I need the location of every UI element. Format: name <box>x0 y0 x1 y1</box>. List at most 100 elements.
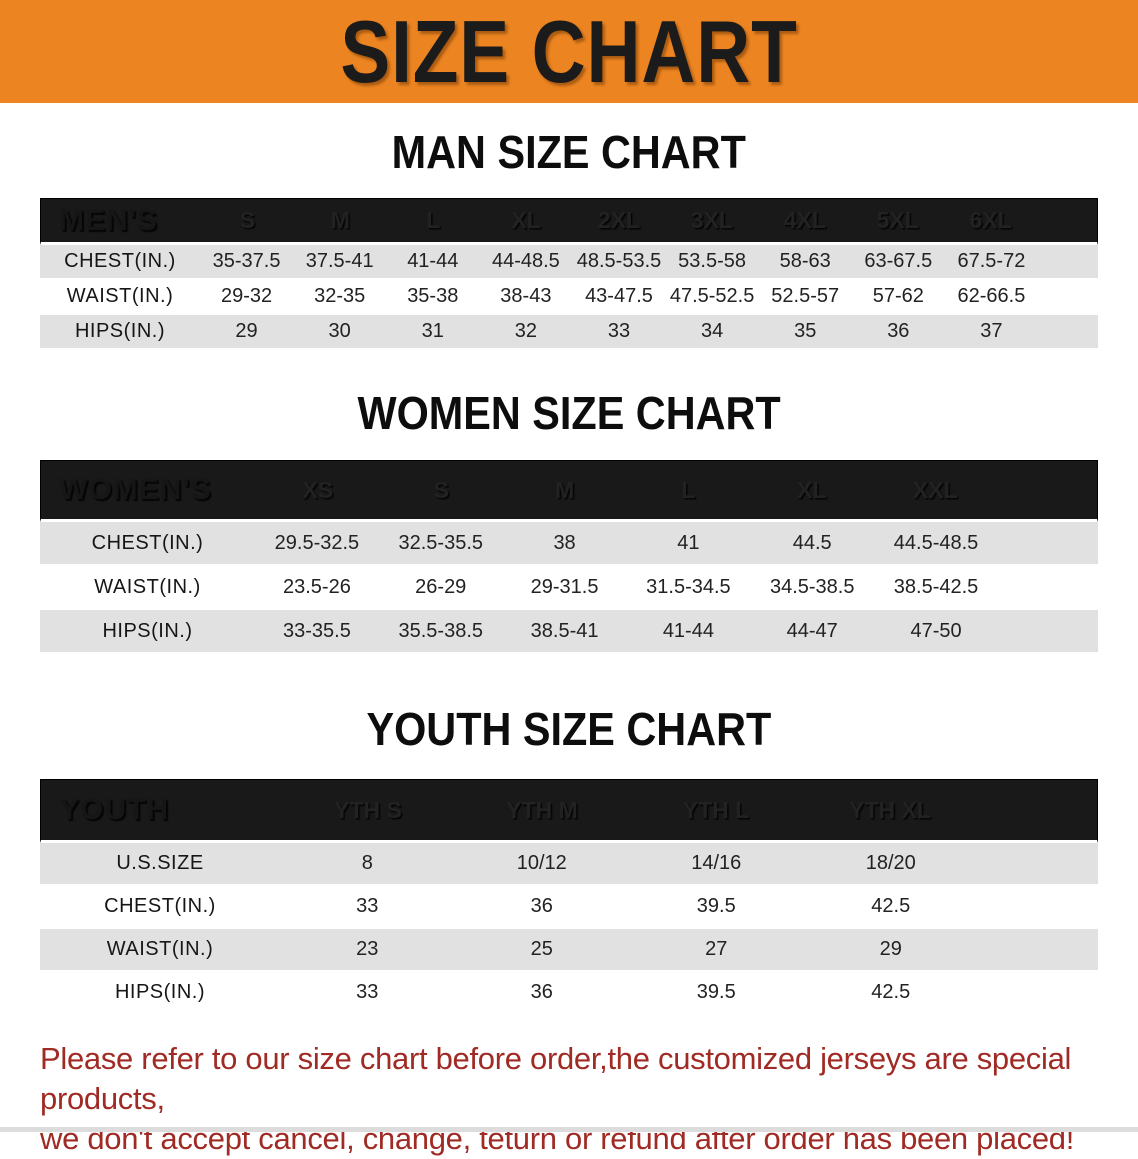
youth-table-header-row: YOUTH YTH S YTH M YTH L YTH XL <box>40 779 1098 843</box>
womens-chest-row: CHEST(IN.) 29.5-32.5 32.5-35.5 38 41 44.… <box>40 522 1098 566</box>
size-chart-banner: SIZE CHART <box>0 0 1138 103</box>
size-cell: 25 <box>530 938 553 960</box>
size-cell: 36 <box>530 981 553 1003</box>
size-cell: 38-43 <box>500 285 552 307</box>
size-cell: 32-35 <box>314 285 366 307</box>
size-column-header: 2XL <box>597 207 641 233</box>
size-cell: 44-48.5 <box>491 250 560 272</box>
size-cell: 36 <box>530 895 553 917</box>
size-cell: 33 <box>607 320 631 342</box>
size-cell: 67.5-72 <box>957 250 1026 272</box>
size-cell: 44-47 <box>786 619 838 642</box>
womens-size-table: WOMEN'S XS S M L XL XXL CHEST(IN.) 29.5-… <box>40 460 1098 654</box>
size-cell: 34.5-38.5 <box>769 575 855 598</box>
size-cell: 23.5-26 <box>282 575 351 598</box>
size-column-header: 6XL <box>969 207 1012 233</box>
size-column-header: 5XL <box>876 207 919 233</box>
size-cell: 47-50 <box>910 619 962 642</box>
row-label: HIPS(IN.) <box>74 320 166 342</box>
row-label: CHEST(IN.) <box>91 531 204 554</box>
disclaimer-line-2: we don't accept cancel, change, teturn o… <box>40 1121 1075 1156</box>
mens-hips-row: HIPS(IN.) 29 30 31 32 33 34 35 36 37 <box>40 315 1098 350</box>
size-cell: 42.5 <box>871 895 911 917</box>
size-cell: 36 <box>887 320 910 342</box>
size-column-header: YTH S <box>334 796 402 823</box>
youth-size-chart-heading: YOUTH SIZE CHART <box>366 703 772 755</box>
size-cell: 58-63 <box>779 250 831 272</box>
size-cell: 23 <box>356 938 379 960</box>
womens-corner-label: WOMEN'S <box>59 473 212 506</box>
youth-chest-row: CHEST(IN.) 33 36 39.5 42.5 <box>40 886 1098 929</box>
size-cell: 38.5-42.5 <box>893 575 979 598</box>
size-cell: 44.5 <box>792 531 832 554</box>
mens-chest-row: CHEST(IN.) 35-37.5 37.5-41 41-44 44-48.5… <box>40 245 1098 280</box>
size-cell: 35-38 <box>407 285 459 307</box>
size-cell: 14/16 <box>691 852 742 874</box>
row-label: WAIST(IN.) <box>66 285 174 307</box>
size-column-header: XL <box>511 207 541 233</box>
size-cell: 29-32 <box>220 285 273 307</box>
size-column-header: S <box>433 476 449 503</box>
womens-hips-row: HIPS(IN.) 33-35.5 35.5-38.5 38.5-41 41-4… <box>40 610 1098 654</box>
size-cell: 44.5-48.5 <box>893 531 979 554</box>
womens-waist-row: WAIST(IN.) 23.5-26 26-29 29-31.5 31.5-34… <box>40 566 1098 610</box>
size-cell: 53.5-58 <box>678 250 747 272</box>
disclaimer-text: Please refer to our size chart before or… <box>40 1039 1098 1159</box>
size-cell: 31 <box>421 320 444 342</box>
row-label: HIPS(IN.) <box>102 619 193 642</box>
size-cell: 8 <box>361 852 373 874</box>
size-column-header: S <box>239 207 256 233</box>
size-column-header: YTH L <box>682 796 750 823</box>
size-cell: 41-44 <box>407 250 459 272</box>
size-chart-title: SIZE CHART <box>340 1 798 101</box>
size-cell: 41-44 <box>662 619 714 642</box>
size-cell: 39.5 <box>696 981 736 1003</box>
size-cell: 34 <box>700 320 724 342</box>
size-cell: 37 <box>980 320 1003 342</box>
man-size-chart-heading: MAN SIZE CHART <box>391 126 747 178</box>
youth-corner-label: YOUTH <box>59 793 169 826</box>
size-column-header: XS <box>302 476 334 503</box>
size-cell: 57-62 <box>872 285 924 307</box>
size-cell: 18/20 <box>865 852 916 874</box>
size-cell: 29 <box>879 938 902 960</box>
size-cell: 33-35.5 <box>282 619 351 642</box>
women-size-chart-heading: WOMEN SIZE CHART <box>357 387 781 439</box>
bottom-edge-strip <box>0 1127 1138 1132</box>
row-label: U.S.SIZE <box>116 852 204 874</box>
size-cell: 38 <box>553 531 576 554</box>
youth-ussize-row: U.S.SIZE 8 10/12 14/16 18/20 <box>40 843 1098 886</box>
size-column-header: 4XL <box>783 207 826 233</box>
size-column-header: L <box>681 476 696 503</box>
size-cell: 10/12 <box>516 852 567 874</box>
size-cell: 37.5-41 <box>305 250 374 272</box>
size-cell: 26-29 <box>415 575 467 598</box>
size-cell: 29 <box>235 320 258 342</box>
size-column-header: YTH XL <box>849 796 931 823</box>
size-cell: 33 <box>356 895 379 917</box>
mens-waist-row: WAIST(IN.) 29-32 32-35 35-38 38-43 43-47… <box>40 280 1098 315</box>
size-cell: 32 <box>514 320 537 342</box>
mens-corner-label: MEN'S <box>59 203 158 237</box>
size-cell: 39.5 <box>696 895 736 917</box>
size-cell: 35 <box>794 320 817 342</box>
mens-table-header-row: MEN'S S M L XL 2XL 3XL 4XL 5XL 6XL <box>40 198 1098 245</box>
size-cell: 38.5-41 <box>530 619 599 642</box>
size-column-header: M <box>330 207 350 233</box>
mens-size-table: MEN'S S M L XL 2XL 3XL 4XL 5XL 6XL CHEST… <box>40 198 1098 350</box>
row-label: WAIST(IN.) <box>106 938 214 960</box>
size-cell: 35.5-38.5 <box>398 619 483 642</box>
size-column-header: 3XL <box>690 207 733 233</box>
size-cell: 31.5-34.5 <box>646 575 731 598</box>
youth-size-table: YOUTH YTH S YTH M YTH L YTH XL U.S.SIZE … <box>40 779 1098 1015</box>
row-label: HIPS(IN.) <box>114 981 206 1003</box>
size-cell: 35-37.5 <box>212 250 281 272</box>
size-cell: 41 <box>677 531 700 554</box>
youth-hips-row: HIPS(IN.) 33 36 39.5 42.5 <box>40 972 1098 1015</box>
size-cell: 47.5-52.5 <box>669 285 755 307</box>
size-cell: 33 <box>356 981 379 1003</box>
womens-table-header-row: WOMEN'S XS S M L XL XXL <box>40 460 1098 522</box>
size-cell: 29.5-32.5 <box>274 531 360 554</box>
size-cell: 42.5 <box>871 981 911 1003</box>
size-column-header: M <box>555 476 575 503</box>
